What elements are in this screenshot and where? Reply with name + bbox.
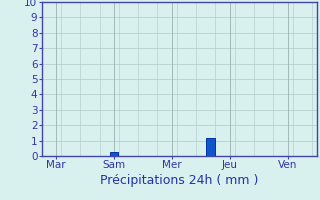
- Bar: [206, 138, 215, 156]
- Bar: [110, 152, 118, 156]
- X-axis label: Précipitations 24h ( mm ): Précipitations 24h ( mm ): [100, 174, 258, 187]
